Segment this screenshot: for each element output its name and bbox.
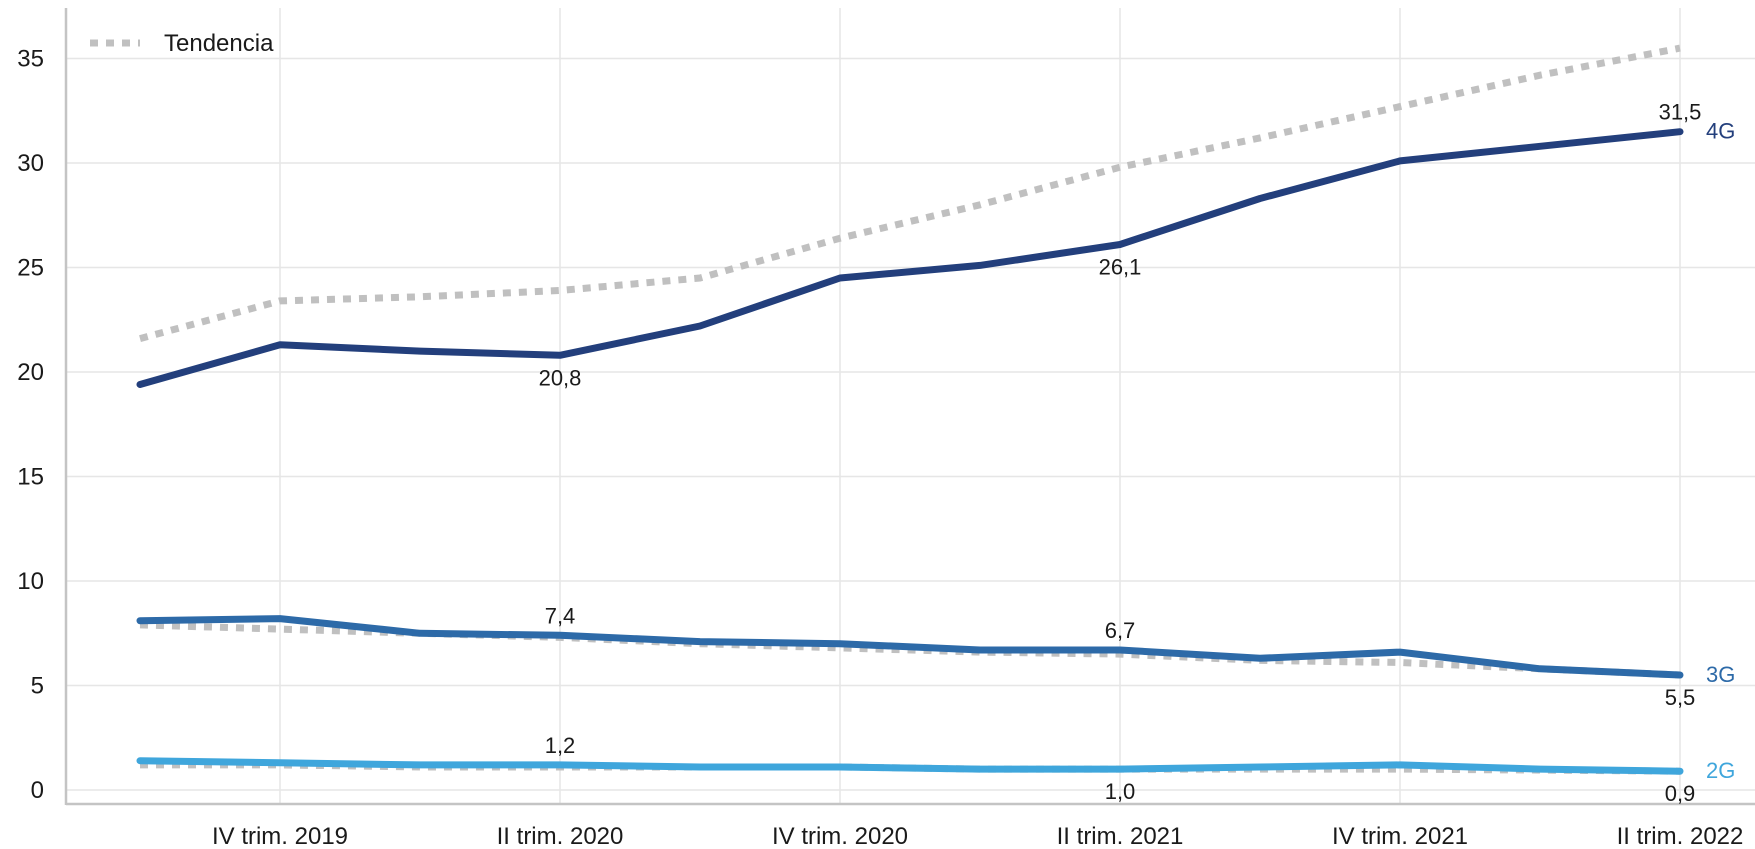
data-label: 5,5 [1665, 685, 1696, 710]
grid [66, 8, 1755, 803]
series-name-label: 2G [1706, 758, 1735, 783]
y-tick-label: 15 [17, 464, 44, 491]
x-tick-label: IV trim. 2021 [1332, 823, 1468, 849]
x-tick-label: IV trim. 2020 [772, 823, 908, 849]
data-label: 26,1 [1099, 255, 1142, 280]
x-tick-label: II trim. 2020 [497, 823, 624, 849]
y-tick-label: 20 [17, 359, 44, 386]
data-labels: 4G 20,8 26,1 31,5 3G 7,4 6,7 5,5 2G 1,2 1,0 0,9 [539, 100, 1736, 807]
y-tick-label: 35 [17, 46, 44, 73]
series-name-label: 3G [1706, 662, 1735, 687]
x-axis: IV trim. 2019 II trim. 2020 IV trim. 2020 I… [66, 802, 1755, 849]
data-label: 1,0 [1105, 779, 1136, 804]
series-name-label: 4G [1706, 119, 1735, 144]
y-tick-label: 5 [31, 673, 44, 700]
x-tick-label: II trim. 2022 [1617, 823, 1744, 849]
y-tick-label: 25 [17, 255, 44, 282]
y-axis: 0 5 10 15 20 25 30 35 [17, 8, 68, 805]
data-label: 20,8 [539, 365, 582, 390]
y-tick-label: 30 [17, 150, 44, 177]
data-label: 1,2 [545, 733, 576, 758]
legend-label: Tendencia [164, 30, 274, 57]
y-tick-label: 0 [31, 777, 44, 804]
data-label: 6,7 [1105, 618, 1136, 643]
data-label: 0,9 [1665, 781, 1696, 806]
series-line-4G [136, 128, 1684, 388]
y-tick-label: 10 [17, 568, 44, 595]
series-line-3G [136, 615, 1684, 679]
data-label: 31,5 [1659, 100, 1702, 125]
x-tick-label: IV trim. 2019 [212, 823, 348, 849]
x-tick-label: II trim. 2021 [1057, 823, 1184, 849]
data-label: 7,4 [545, 603, 576, 628]
series-lines [136, 128, 1684, 775]
trend-line [139, 44, 1681, 342]
legend: Tendencia [90, 30, 274, 57]
series-line-2G [136, 757, 1684, 775]
